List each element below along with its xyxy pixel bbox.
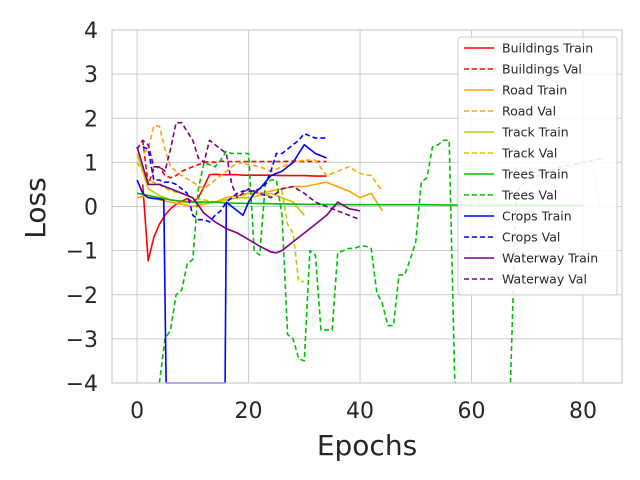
- y-axis-label: Loss: [19, 177, 52, 238]
- legend-label: Track Val: [501, 146, 557, 161]
- series-line-waterway-train: [136, 146, 361, 254]
- y-tick-labels: −4 −3 −2 −1 0 1 2 3 4: [66, 19, 98, 397]
- y-tick-label: 1: [84, 151, 98, 176]
- legend-label: Trees Val: [501, 188, 557, 203]
- series-line-crops-train: [136, 143, 327, 384]
- series-line-track-val: [136, 161, 305, 283]
- y-tick-label: −3: [66, 328, 98, 353]
- legend-label: Buildings Val: [502, 62, 582, 77]
- series-line-waterway-val: [136, 121, 361, 221]
- x-tick-label: 80: [569, 399, 597, 424]
- y-tick-label: 4: [84, 19, 98, 44]
- x-axis-label: Epochs: [317, 429, 417, 462]
- series-line-road-train: [136, 181, 383, 212]
- legend-label: Trees Train: [501, 167, 569, 182]
- x-tick-label: 0: [130, 399, 144, 424]
- y-tick-label: −2: [66, 284, 98, 309]
- legend-label: Waterway Train: [502, 251, 598, 266]
- series-line-crops-val: [142, 132, 327, 223]
- y-tick-label: −4: [66, 372, 98, 397]
- x-tick-label: 60: [458, 399, 486, 424]
- series-line-trees-train: [136, 192, 584, 207]
- legend: Buildings Train Buildings Val Road Train Ro…: [457, 36, 618, 296]
- x-tick-labels: 0 20 40 60 80: [130, 399, 597, 424]
- legend-label: Track Train: [501, 125, 569, 140]
- series-line-buildings-train: [141, 173, 327, 262]
- y-tick-label: 3: [84, 63, 98, 88]
- x-tick-label: 20: [235, 399, 263, 424]
- series-line-road-val: [136, 125, 383, 192]
- legend-label: Crops Val: [502, 230, 560, 245]
- y-tick-label: −1: [66, 240, 98, 265]
- x-tick-label: 40: [346, 399, 374, 424]
- series-line-trees-val: [158, 139, 456, 384]
- plot-frame: [111, 29, 623, 384]
- legend-label: Road Train: [502, 83, 567, 98]
- legend-label: Road Val: [502, 104, 556, 119]
- y-tick-label: 2: [84, 107, 98, 132]
- y-tick-label: 0: [84, 196, 98, 221]
- legend-frame: [457, 36, 618, 296]
- series-line-buildings-val: [141, 140, 327, 186]
- legend-label: Crops Train: [502, 209, 572, 224]
- legend-label: Buildings Train: [502, 41, 593, 56]
- legend-label: Waterway Val: [502, 272, 587, 287]
